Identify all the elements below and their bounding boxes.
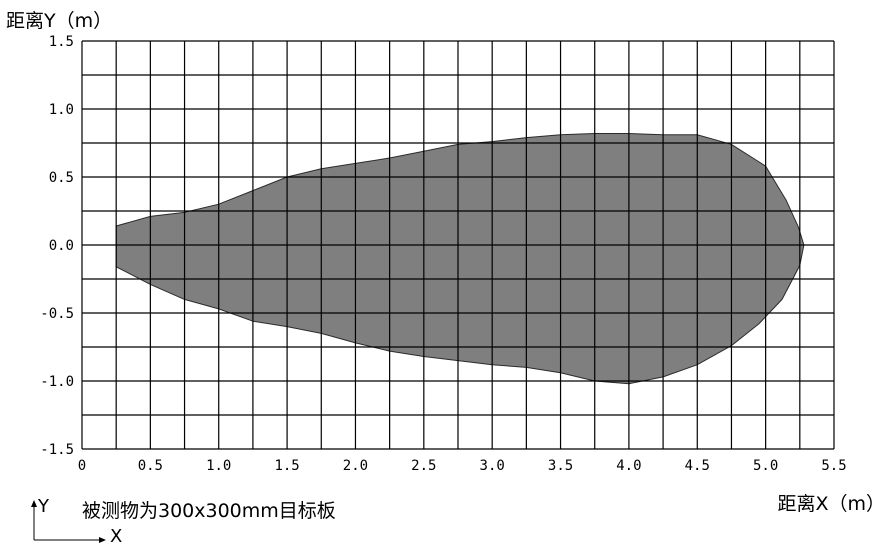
x-tick-label: 0: [78, 458, 86, 474]
x-tick-label: 1.5: [274, 458, 299, 474]
indicator-y-label: Y: [38, 496, 49, 517]
x-tick-label: 5.0: [753, 458, 778, 474]
axis-direction-indicator: [31, 500, 106, 543]
x-tick-label: 2.5: [411, 458, 436, 474]
y-tick-labels: 1.5 1.0 0.5 0.0 -0.5 -1.0 -1.5: [40, 34, 74, 458]
y-tick-label: 1.5: [49, 34, 74, 50]
detection-region-layer: [115, 133, 805, 385]
x-tick-label: 4.0: [616, 458, 641, 474]
x-tick-label: 4.5: [685, 458, 710, 474]
y-tick-label: 1.0: [49, 102, 74, 118]
x-tick-label: 3.0: [480, 458, 505, 474]
y-tick-label: 0.0: [49, 238, 74, 254]
x-axis-label: 距离X（m）: [777, 493, 885, 515]
target-note: 被测物为300x300mm目标板: [82, 500, 336, 522]
detection-region: [115, 133, 805, 385]
y-tick-label: -1.0: [40, 374, 74, 390]
x-tick-label: 1.0: [206, 458, 231, 474]
y-tick-label: 0.5: [49, 170, 74, 186]
y-tick-label: -1.5: [40, 442, 74, 458]
y-tick-label: -0.5: [40, 306, 74, 322]
grid-layer: [81, 40, 835, 450]
x-tick-labels: 0 0.5 1.0 1.5 2.0 2.5 3.0 3.5 4.0 4.5 5.0 5.5: [78, 458, 847, 474]
y-axis-label: 距离Y（m）: [6, 10, 113, 32]
indicator-x-label: X: [110, 526, 123, 547]
x-tick-label: 2.0: [343, 458, 368, 474]
x-tick-label: 5.5: [821, 458, 846, 474]
x-tick-label: 3.5: [548, 458, 573, 474]
x-tick-label: 0.5: [138, 458, 163, 474]
